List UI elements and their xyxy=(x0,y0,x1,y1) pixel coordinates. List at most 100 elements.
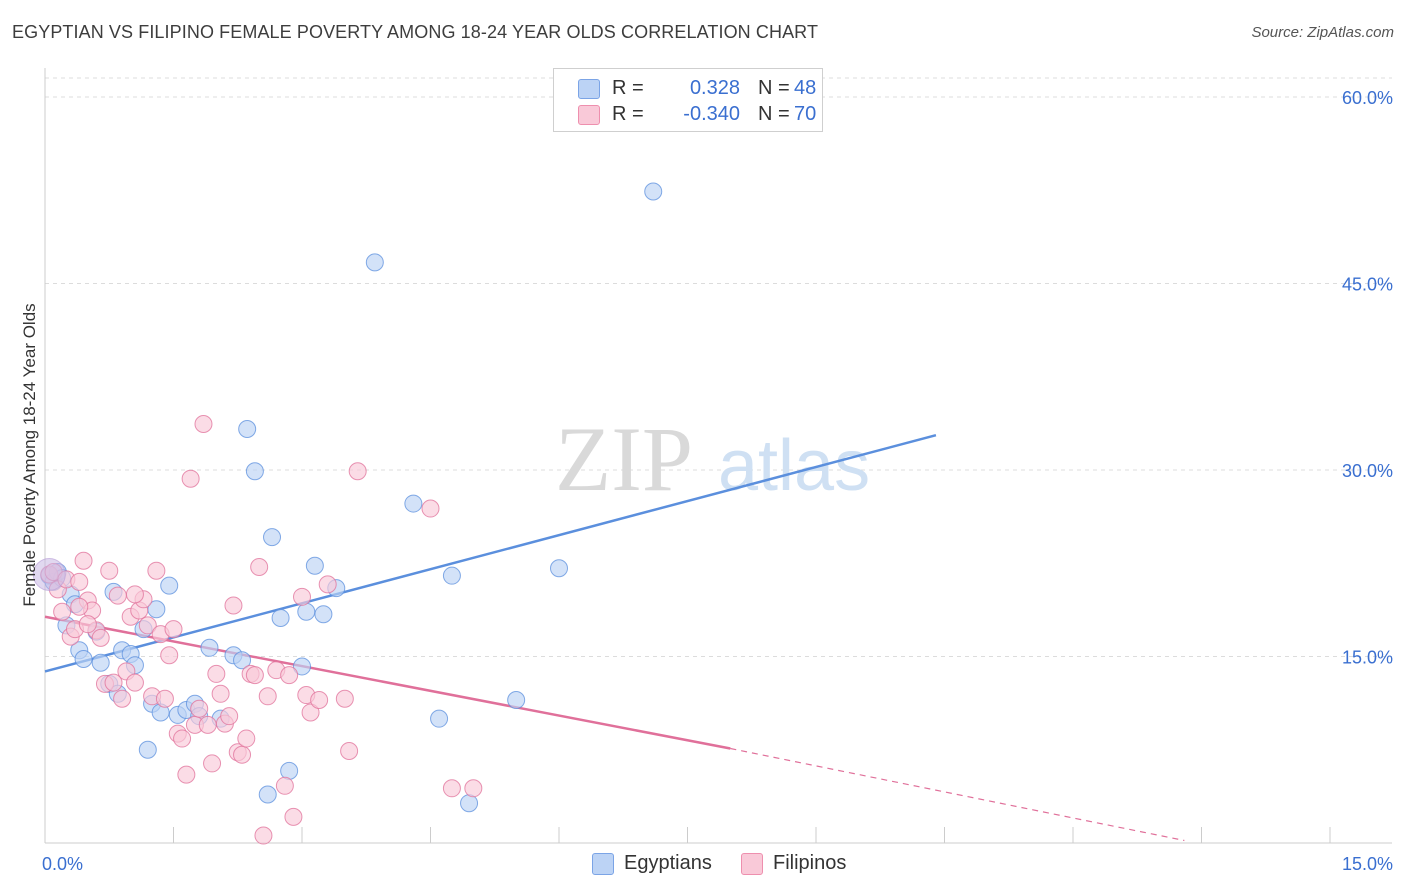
point-filipinos xyxy=(207,664,226,683)
point-egyptians xyxy=(238,419,257,438)
point-egyptians xyxy=(314,605,333,624)
point-filipinos xyxy=(464,779,483,798)
point-egyptians xyxy=(365,253,384,272)
filipinos-legend-label: Filipinos xyxy=(773,852,847,874)
point-filipinos xyxy=(194,414,213,433)
point-filipinos xyxy=(155,689,174,708)
point-egyptians xyxy=(404,494,423,513)
point-filipinos xyxy=(293,587,311,606)
watermark: ZIP atlas xyxy=(555,408,870,510)
point-filipinos xyxy=(258,687,277,706)
point-egyptians xyxy=(271,608,290,627)
trend-line-egyptians xyxy=(44,433,937,673)
watermark-atlas: atlas xyxy=(718,426,870,506)
point-filipinos xyxy=(318,575,337,594)
egyptians-legend-swatch xyxy=(592,853,614,875)
y-tick-label: 15.0% xyxy=(1342,648,1393,668)
correlation-legend: R = 0.328 N = 48 R = -0.340 N = 70 xyxy=(553,68,823,132)
point-egyptians xyxy=(263,528,282,547)
point-egyptians xyxy=(442,566,461,585)
point-egyptians xyxy=(138,740,157,759)
point-filipinos xyxy=(211,684,230,703)
axes xyxy=(44,68,1392,844)
point-egyptians xyxy=(233,651,252,670)
point-filipinos xyxy=(74,551,93,570)
point-filipinos xyxy=(177,765,196,784)
point-filipinos xyxy=(53,602,72,621)
point-filipinos xyxy=(190,699,209,718)
gridlines xyxy=(45,77,1392,657)
point-filipinos xyxy=(104,673,123,692)
point-filipinos xyxy=(70,597,89,616)
point-filipinos xyxy=(173,729,192,748)
point-filipinos xyxy=(147,561,166,580)
point-egyptians xyxy=(507,691,526,710)
point-filipinos xyxy=(113,689,132,708)
y-axis-label: Female Poverty Among 18-24 Year Olds xyxy=(20,303,39,606)
y-tick-label: 45.0% xyxy=(1342,275,1393,295)
point-filipinos xyxy=(275,776,294,795)
tick-labels: 15.0% 30.0% 45.0% 60.0% 0.0% 15.0% xyxy=(42,88,1393,874)
point-filipinos xyxy=(198,715,217,734)
y-tick-label: 60.0% xyxy=(1342,88,1393,108)
n-value-filipinos: 70 xyxy=(794,103,817,125)
n-label: N = xyxy=(758,77,790,99)
point-filipinos xyxy=(125,585,144,604)
point-filipinos xyxy=(250,557,269,576)
point-filipinos xyxy=(301,703,320,722)
x-tick-label-max: 15.0% xyxy=(1342,854,1393,874)
r-label: R = xyxy=(612,103,644,125)
x-tick-label-min: 0.0% xyxy=(42,854,83,874)
n-value-egyptians: 48 xyxy=(794,77,817,99)
point-filipinos xyxy=(284,807,303,826)
point-filipinos xyxy=(220,707,239,726)
point-egyptians xyxy=(460,794,479,813)
point-filipinos xyxy=(125,673,144,692)
point-filipinos xyxy=(164,620,183,639)
filipinos-swatch xyxy=(578,105,600,125)
point-filipinos xyxy=(138,616,157,635)
point-egyptians xyxy=(200,638,219,657)
point-filipinos xyxy=(245,666,264,685)
point-filipinos xyxy=(340,741,359,760)
point-filipinos xyxy=(91,628,110,647)
point-filipinos xyxy=(237,729,256,748)
point-filipinos xyxy=(100,561,119,580)
point-filipinos xyxy=(181,469,200,488)
point-egyptians xyxy=(293,657,311,676)
r-value-filipinos: -0.340 xyxy=(683,103,740,125)
point-filipinos xyxy=(280,666,299,685)
point-egyptians xyxy=(280,761,299,780)
n-label: N = xyxy=(758,103,790,125)
point-filipinos xyxy=(108,586,127,605)
r-value-egyptians: 0.328 xyxy=(689,77,740,99)
point-egyptians xyxy=(245,462,264,481)
filipinos-legend-swatch xyxy=(741,853,763,875)
egyptians-legend-label: Egyptians xyxy=(624,852,712,874)
point-egyptians xyxy=(644,182,663,201)
point-egyptians xyxy=(550,559,568,578)
point-egyptians xyxy=(160,576,179,595)
point-egyptians xyxy=(258,785,277,804)
point-filipinos xyxy=(224,596,243,615)
chart-title: EGYPTIAN VS FILIPINO FEMALE POVERTY AMON… xyxy=(12,22,819,42)
y-tick-label: 30.0% xyxy=(1342,461,1393,481)
point-filipinos xyxy=(160,646,179,665)
point-filipinos xyxy=(70,572,89,591)
point-filipinos xyxy=(310,691,329,710)
point-filipinos xyxy=(233,745,252,764)
point-egyptians xyxy=(430,709,449,728)
point-egyptians xyxy=(297,602,316,621)
trend-extension-filipinos xyxy=(730,747,1185,842)
point-cluster xyxy=(32,557,66,591)
r-label: R = xyxy=(612,77,644,99)
source-label: Source: ZipAtlas.com xyxy=(1251,24,1394,41)
point-filipinos xyxy=(78,615,97,634)
data-points xyxy=(32,182,663,845)
watermark-zip: ZIP xyxy=(555,408,693,510)
point-egyptians xyxy=(91,653,110,672)
point-filipinos xyxy=(203,754,222,773)
point-egyptians xyxy=(305,556,324,575)
point-filipinos xyxy=(442,779,461,798)
